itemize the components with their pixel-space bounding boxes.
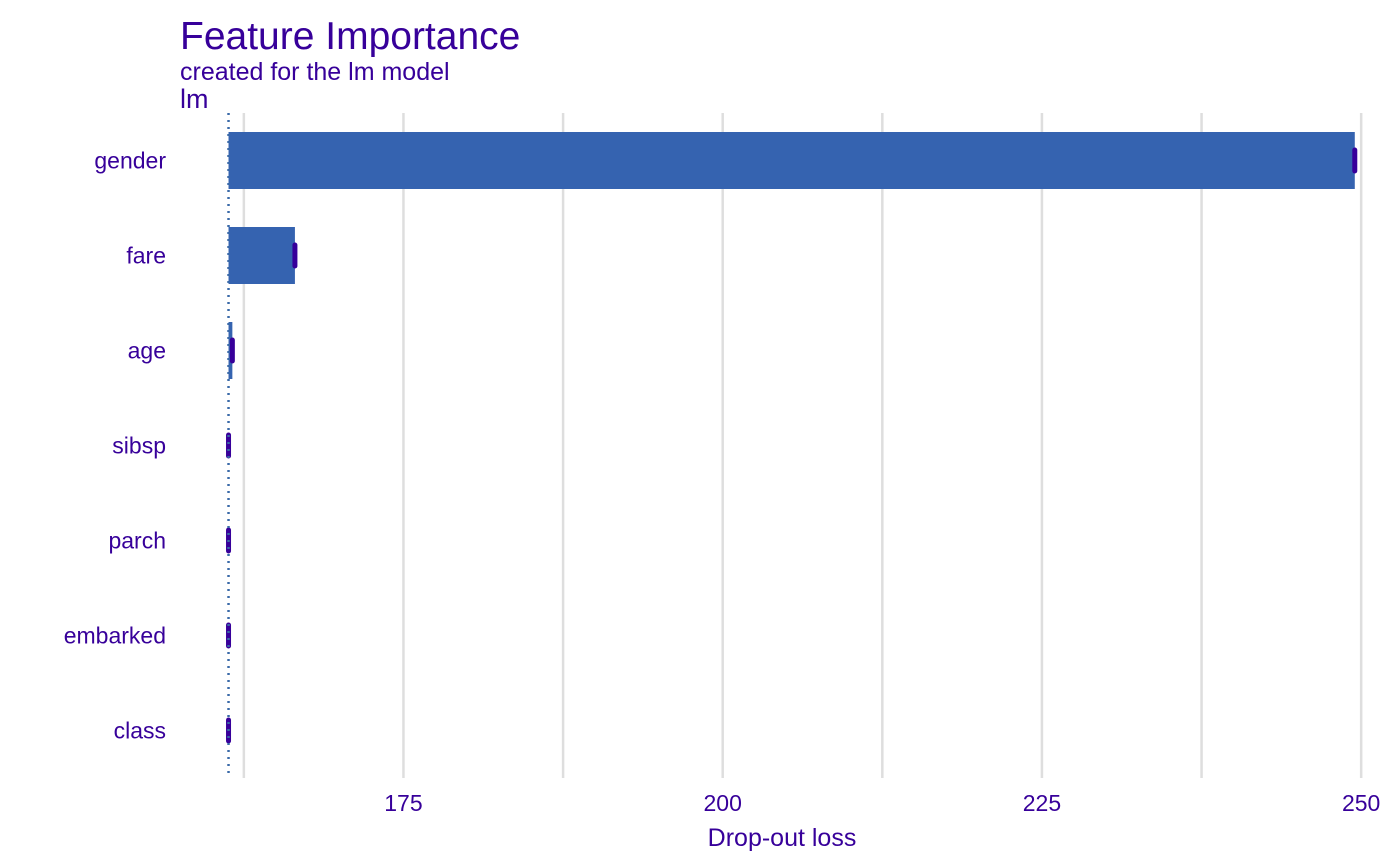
y-tick-label: gender xyxy=(94,148,166,174)
y-tick-label: class xyxy=(114,718,166,744)
x-tick-labels: 175 200 225 250 xyxy=(384,790,1380,816)
chart-subtitle: created for the lm model xyxy=(180,58,450,86)
chart-title: Feature Importance xyxy=(180,15,520,58)
boxplot-mark-embarked xyxy=(226,622,232,649)
y-tick-label: sibsp xyxy=(112,433,166,459)
y-tick-label: fare xyxy=(126,243,166,269)
y-tick-label: embarked xyxy=(64,623,166,649)
grid-layer xyxy=(242,113,1363,778)
bar-layer xyxy=(226,132,1358,744)
boxplot-mark-fare xyxy=(292,242,298,269)
y-tick-label: age xyxy=(128,338,166,364)
y-tick-labels: gender fare age sibsp parch embarked class xyxy=(64,148,167,744)
bar-gender xyxy=(228,132,1355,189)
boxplot-mark-sibsp xyxy=(226,432,232,459)
x-axis-title: Drop-out loss xyxy=(708,824,857,852)
x-tick-label: 200 xyxy=(704,790,742,816)
boxplot-mark-gender xyxy=(1352,147,1358,174)
x-tick-label: 175 xyxy=(384,790,422,816)
boxplot-mark-age xyxy=(229,337,235,364)
bar-fare xyxy=(228,227,295,284)
facet-label: lm xyxy=(180,84,209,114)
x-tick-label: 225 xyxy=(1023,790,1061,816)
x-tick-label: 250 xyxy=(1342,790,1380,816)
y-tick-label: parch xyxy=(108,528,166,554)
